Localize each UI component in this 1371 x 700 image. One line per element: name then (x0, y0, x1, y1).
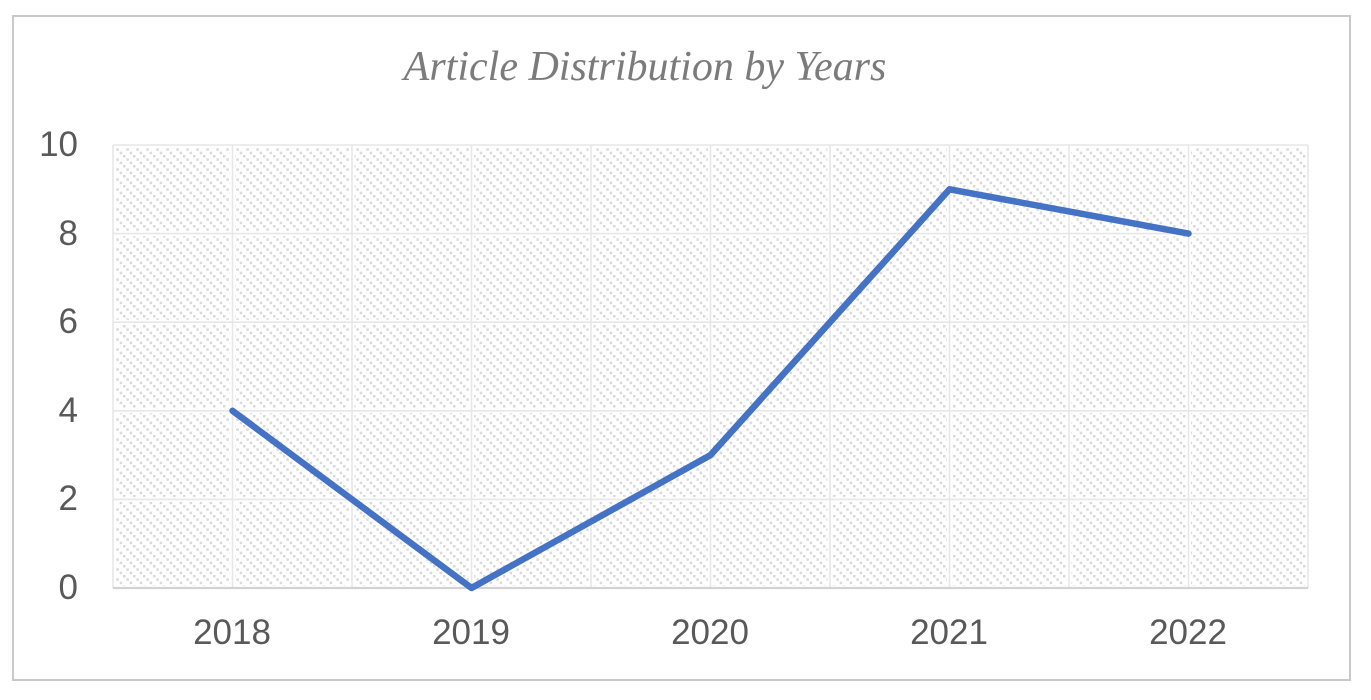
x-tick-label: 2018 (193, 613, 271, 652)
x-tick-label: 2021 (910, 613, 988, 652)
y-tick-label: 2 (58, 479, 78, 518)
chart-title: Article Distribution by Years (403, 44, 887, 90)
y-tick-label: 8 (58, 214, 78, 253)
plot-area (110, 142, 1311, 592)
y-tick-label: 0 (58, 568, 78, 607)
gridlines (112, 144, 1309, 588)
y-tick-label: 6 (58, 302, 78, 341)
x-tick-label: 2020 (671, 613, 749, 652)
chart-frame: Article Distribution by Years 10 8 6 4 2… (12, 15, 1351, 681)
x-tick-label: 2022 (1149, 613, 1227, 652)
y-tick-label: 10 (39, 125, 78, 164)
data-series-line (229, 186, 1192, 592)
y-tick-label: 4 (58, 391, 78, 430)
x-tick-label: 2019 (432, 613, 510, 652)
